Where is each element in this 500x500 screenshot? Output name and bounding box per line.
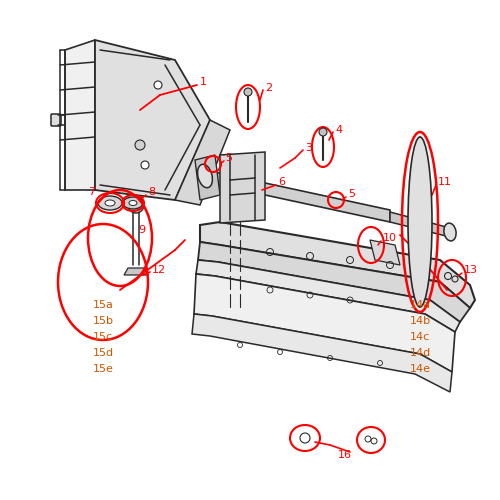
- Polygon shape: [195, 155, 220, 200]
- Text: 15b: 15b: [93, 316, 114, 326]
- Polygon shape: [198, 242, 470, 322]
- Text: 3: 3: [305, 143, 312, 153]
- Text: 14e: 14e: [410, 364, 431, 374]
- Polygon shape: [196, 260, 460, 332]
- Text: 11: 11: [438, 177, 452, 187]
- Polygon shape: [124, 268, 148, 275]
- FancyBboxPatch shape: [51, 114, 61, 126]
- Text: 10: 10: [383, 233, 397, 243]
- Text: 9: 9: [138, 225, 145, 235]
- Text: 5: 5: [225, 153, 232, 163]
- Polygon shape: [200, 222, 475, 308]
- Text: 15a: 15a: [93, 300, 114, 310]
- Ellipse shape: [129, 200, 137, 205]
- Ellipse shape: [123, 197, 143, 209]
- Text: 8: 8: [148, 187, 155, 197]
- Ellipse shape: [105, 200, 115, 206]
- Text: 14d: 14d: [410, 348, 431, 358]
- Ellipse shape: [198, 164, 212, 188]
- Polygon shape: [205, 170, 390, 222]
- Text: 6: 6: [278, 177, 285, 187]
- Text: 13: 13: [464, 265, 478, 275]
- Polygon shape: [95, 40, 210, 200]
- Circle shape: [154, 81, 162, 89]
- Polygon shape: [175, 120, 230, 205]
- Text: 14a: 14a: [410, 300, 431, 310]
- Polygon shape: [390, 212, 450, 237]
- Circle shape: [141, 161, 149, 169]
- Polygon shape: [192, 314, 452, 392]
- Circle shape: [128, 197, 144, 213]
- Ellipse shape: [408, 137, 432, 307]
- Text: 12: 12: [152, 265, 166, 275]
- Polygon shape: [220, 152, 265, 223]
- Circle shape: [319, 128, 327, 136]
- Text: 14b: 14b: [410, 316, 431, 326]
- Text: 15e: 15e: [93, 364, 114, 374]
- Text: 14c: 14c: [410, 332, 430, 342]
- Text: 4: 4: [335, 125, 342, 135]
- Text: 1: 1: [200, 77, 207, 87]
- Ellipse shape: [98, 196, 122, 210]
- Text: 5: 5: [348, 189, 355, 199]
- Ellipse shape: [444, 223, 456, 241]
- Circle shape: [135, 140, 145, 150]
- Text: 15d: 15d: [93, 348, 114, 358]
- Text: 16: 16: [338, 450, 352, 460]
- Polygon shape: [65, 40, 95, 190]
- Text: 2: 2: [265, 83, 272, 93]
- Text: 7: 7: [88, 187, 95, 197]
- Text: 15c: 15c: [93, 332, 113, 342]
- Polygon shape: [194, 274, 455, 372]
- Polygon shape: [370, 240, 400, 265]
- Circle shape: [244, 88, 252, 96]
